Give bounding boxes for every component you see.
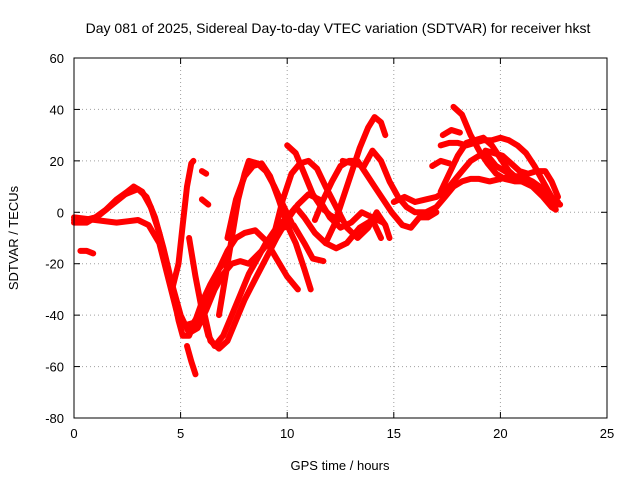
x-tick-label: 10 <box>280 426 294 441</box>
series-line-satellite-track-25 <box>439 127 463 139</box>
y-tick-label: 0 <box>57 205 64 220</box>
data-series-group <box>71 103 564 378</box>
series-line-satellite-track-14 <box>284 142 342 223</box>
plot-frame <box>73 57 608 419</box>
x-axis-label: GPS time / hours <box>291 458 390 473</box>
x-tick-label: 5 <box>177 426 184 441</box>
series-line-satellite-track-21 <box>450 103 559 208</box>
x-axis-ticks: 0 5 10 15 20 25 <box>70 58 614 441</box>
x-tick-label: 25 <box>600 426 614 441</box>
y-tick-label: 60 <box>50 51 64 66</box>
series-line-satellite-track-6 <box>169 157 197 293</box>
series-line-satellite-track-24 <box>429 157 453 169</box>
series-line-satellite-track-23 <box>482 147 561 200</box>
series-line-satellite-track-8 <box>77 247 97 257</box>
y-tick-label: -20 <box>45 257 64 272</box>
y-tick-label: -60 <box>45 360 64 375</box>
y-tick-label: -80 <box>45 411 64 426</box>
series-line-satellite-track-16 <box>322 114 389 247</box>
series-line-satellite-track-3 <box>71 214 301 329</box>
x-tick-label: 0 <box>70 426 77 441</box>
series-line-satellite-track-22 <box>437 134 561 208</box>
series-line-satellite-track-12 <box>216 157 295 319</box>
x-tick-label: 15 <box>387 426 401 441</box>
series-line-satellite-track-7 <box>184 343 199 378</box>
series-line-satellite-track-15 <box>311 157 440 231</box>
y-tick-label: 20 <box>50 154 64 169</box>
series-line-satellite-track-17 <box>339 147 440 216</box>
series-line-satellite-track-9 <box>198 168 210 177</box>
y-axis-label: SDTVAR / TECUs <box>6 185 21 290</box>
y-axis-ticks: -80 -60 -40 -20 0 20 40 60 <box>45 51 607 426</box>
y-tick-label: -40 <box>45 308 64 323</box>
series-line-satellite-track-13 <box>271 157 393 241</box>
chart-title: Day 081 of 2025, Sidereal Day-to-day VTE… <box>86 20 591 36</box>
y-tick-label: 40 <box>50 102 64 117</box>
x-tick-label: 20 <box>493 426 507 441</box>
series-line-satellite-track-10 <box>198 196 212 208</box>
